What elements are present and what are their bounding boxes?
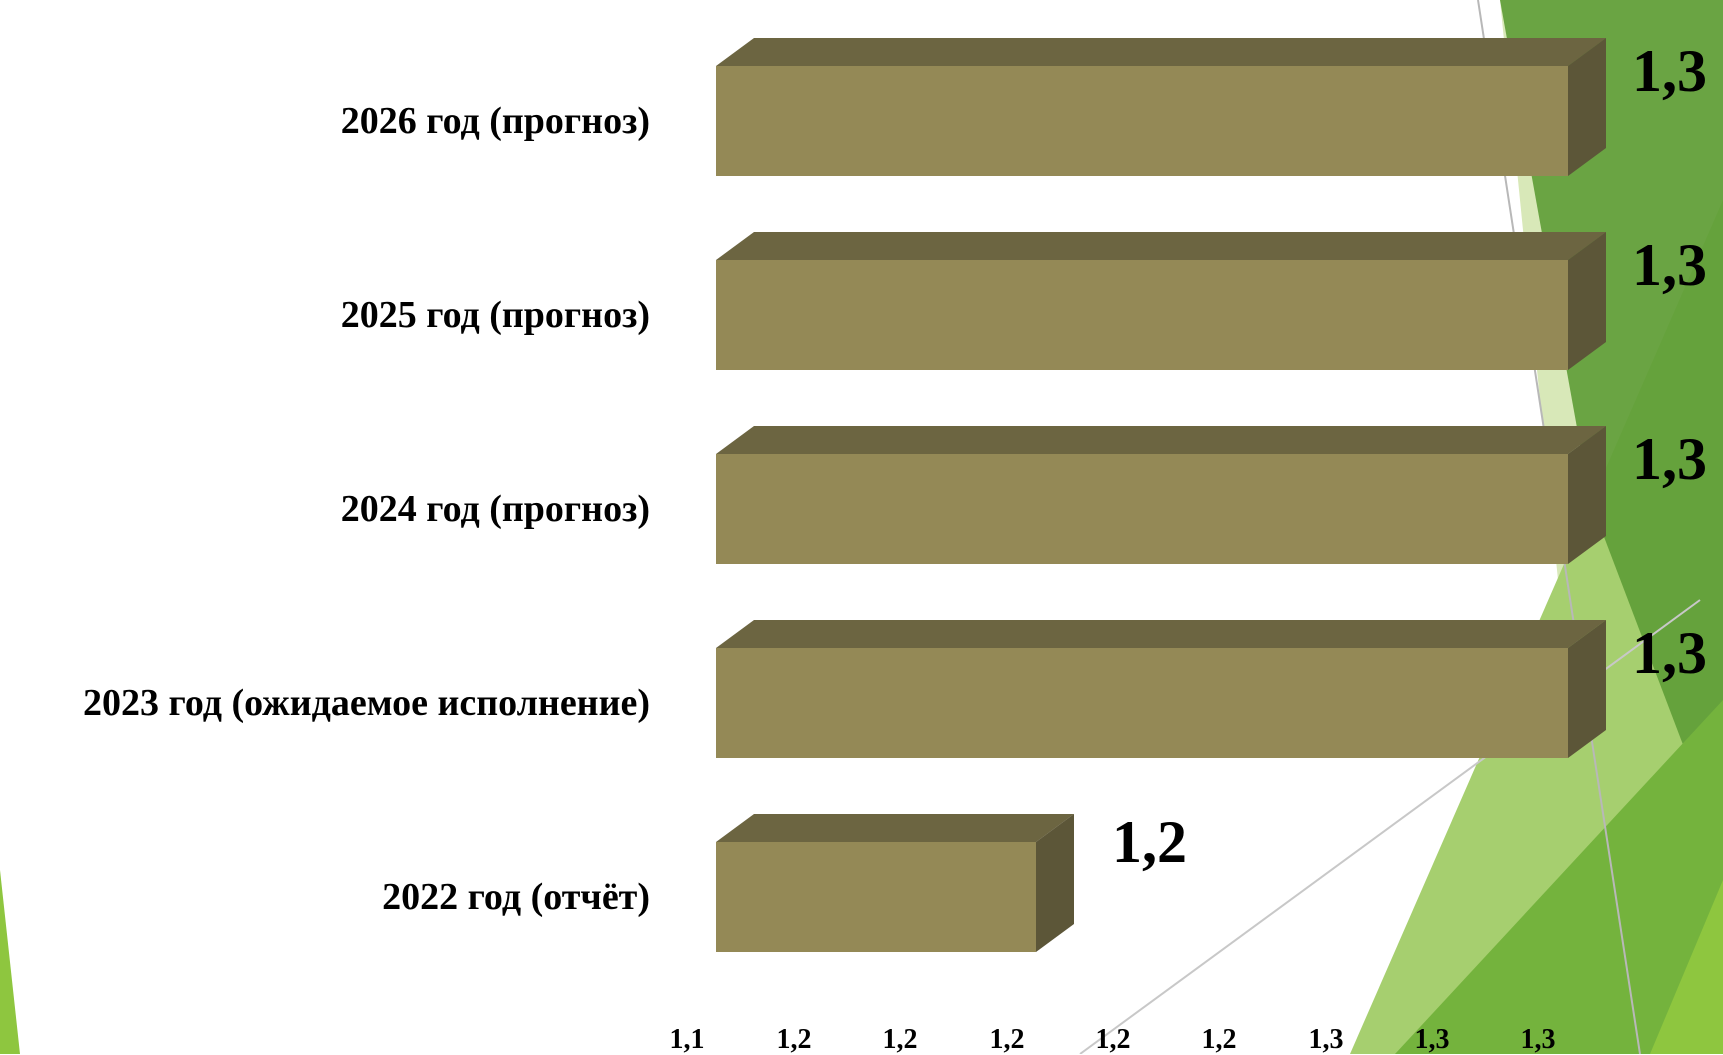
bar-2 — [716, 620, 1606, 758]
bar-side-face — [1568, 620, 1606, 758]
bar-front-face — [716, 66, 1568, 176]
bar-front-face — [716, 648, 1568, 758]
category-label: 2023 год (ожидаемое исполнение) — [83, 682, 650, 724]
x-tick-label: 1,2 — [1095, 1024, 1131, 1055]
bar-top-face — [716, 232, 1606, 260]
x-tick-label: 1,2 — [776, 1024, 812, 1055]
bar-side-face — [1036, 814, 1074, 952]
bar-side-face — [1568, 38, 1606, 176]
bar-top-face — [716, 38, 1606, 66]
category-label: 2025 год (прогноз) — [340, 294, 650, 336]
data-label: 1,3 — [1632, 232, 1707, 298]
x-tick-label: 1,2 — [882, 1024, 918, 1055]
bar-3 — [716, 426, 1606, 564]
x-tick-label: 1,3 — [1414, 1024, 1450, 1055]
category-label: 2024 год (прогноз) — [340, 488, 650, 530]
bar-front-face — [716, 842, 1036, 952]
x-tick-label: 1,1 — [669, 1024, 705, 1055]
category-label: 2022 год (отчёт) — [382, 876, 650, 918]
bar-top-face — [716, 620, 1606, 648]
data-label: 1,3 — [1632, 38, 1707, 104]
decor-dark-triangle — [1500, 0, 1723, 850]
bar-front-face — [716, 260, 1568, 370]
x-tick-label: 1,2 — [989, 1024, 1025, 1055]
data-label: 1,3 — [1632, 426, 1707, 492]
x-tick-label: 1,2 — [1201, 1024, 1237, 1055]
data-label: 1,2 — [1112, 809, 1187, 875]
bar-1 — [716, 814, 1074, 952]
decor-left-sliver — [0, 870, 20, 1054]
data-label: 1,3 — [1632, 620, 1707, 686]
bar-side-face — [1568, 232, 1606, 370]
decor-bright-triangle — [1650, 880, 1723, 1054]
bar-4 — [716, 232, 1606, 370]
bar-front-face — [716, 454, 1568, 564]
x-tick-label: 1,3 — [1520, 1024, 1556, 1055]
category-label: 2026 год (прогноз) — [340, 100, 650, 142]
bar-side-face — [1568, 426, 1606, 564]
decor-mid-triangle — [1395, 700, 1723, 1054]
bar-top-face — [716, 814, 1074, 842]
bar-top-face — [716, 426, 1606, 454]
bar-5 — [716, 38, 1606, 176]
x-tick-label: 1,3 — [1308, 1024, 1344, 1055]
